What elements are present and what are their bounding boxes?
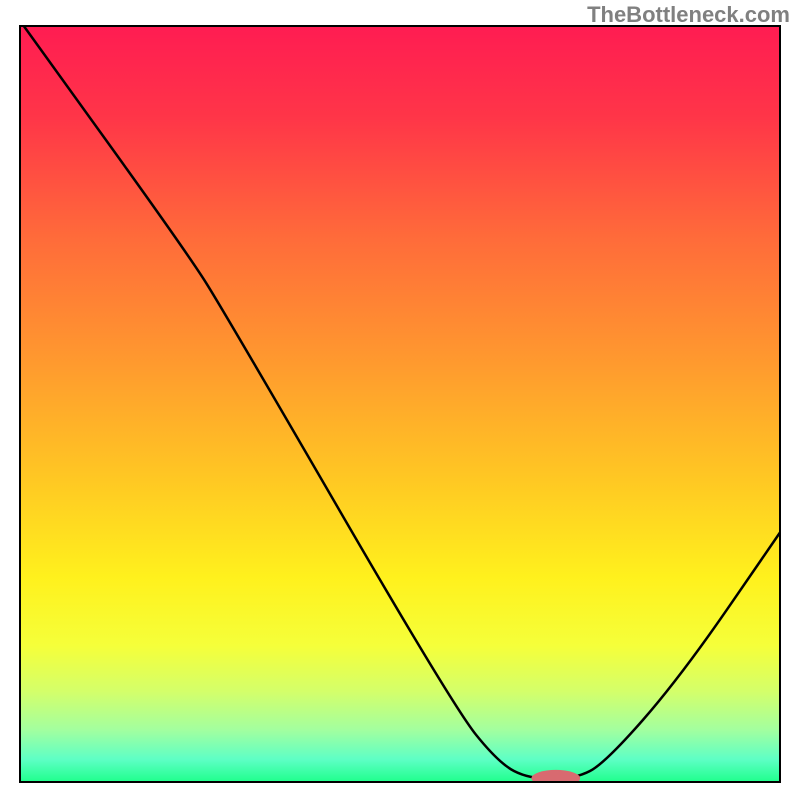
chart-root: TheBottleneck.com xyxy=(0,0,800,800)
optimal-marker xyxy=(531,770,580,787)
plot-background xyxy=(20,26,780,782)
chart-svg xyxy=(0,0,800,800)
